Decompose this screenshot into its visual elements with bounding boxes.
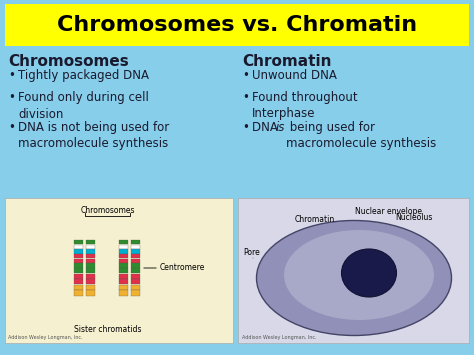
Text: Sister chromatids: Sister chromatids	[74, 325, 142, 334]
Bar	[86, 245, 95, 249]
Bar	[131, 268, 140, 273]
Bar	[86, 259, 95, 263]
FancyBboxPatch shape	[5, 198, 233, 343]
Text: Unwound DNA: Unwound DNA	[252, 69, 337, 82]
Text: DNA is not being used for
macromolecule synthesis: DNA is not being used for macromolecule …	[18, 121, 169, 151]
Text: Addison Wesley Longman, Inc.: Addison Wesley Longman, Inc.	[8, 335, 82, 340]
Ellipse shape	[284, 230, 434, 320]
Text: Chromatin: Chromatin	[242, 54, 331, 69]
Bar	[86, 279, 95, 284]
Bar	[131, 254, 140, 258]
Bar	[131, 290, 140, 296]
Bar	[119, 263, 128, 268]
Bar	[119, 240, 128, 244]
Bar	[74, 249, 83, 254]
Text: Pore: Pore	[243, 248, 260, 257]
Text: Chromosomes vs. Chromatin: Chromosomes vs. Chromatin	[57, 15, 417, 35]
Text: Chromosomes: Chromosomes	[81, 206, 135, 215]
Bar	[74, 245, 83, 249]
Bar	[131, 285, 140, 290]
Bar	[131, 249, 140, 254]
Bar	[86, 254, 95, 258]
Bar	[74, 263, 83, 268]
Bar	[74, 259, 83, 263]
Bar	[86, 268, 95, 273]
Bar	[74, 279, 83, 284]
Text: Centromere: Centromere	[160, 263, 205, 273]
Bar	[131, 240, 140, 244]
Bar	[74, 274, 83, 279]
Bar	[74, 254, 83, 258]
Text: being used for
macromolecule synthesis: being used for macromolecule synthesis	[286, 121, 436, 151]
Text: Found throughout
Interphase: Found throughout Interphase	[252, 91, 357, 120]
Bar	[119, 290, 128, 296]
Text: Nuclear envelope: Nuclear envelope	[355, 207, 422, 216]
Bar	[74, 290, 83, 296]
Bar	[74, 268, 83, 273]
Text: •: •	[242, 69, 249, 82]
Bar	[74, 240, 83, 244]
Text: •: •	[242, 121, 249, 134]
Bar	[119, 254, 128, 258]
Bar	[131, 259, 140, 263]
Bar	[119, 279, 128, 284]
Bar	[131, 279, 140, 284]
Text: •: •	[8, 91, 15, 104]
Bar	[86, 290, 95, 296]
Bar	[119, 245, 128, 249]
Text: •: •	[8, 69, 15, 82]
Bar	[86, 285, 95, 290]
Bar	[119, 274, 128, 279]
Text: Nucleolus: Nucleolus	[395, 213, 432, 222]
Text: •: •	[242, 91, 249, 104]
Bar	[74, 285, 83, 290]
Bar	[119, 249, 128, 254]
Bar	[119, 259, 128, 263]
Text: Chromatin: Chromatin	[295, 215, 335, 224]
Text: Addison Wesley Longman, Inc.: Addison Wesley Longman, Inc.	[242, 335, 317, 340]
Text: DNA: DNA	[252, 121, 282, 134]
Bar	[86, 263, 95, 268]
Bar	[119, 268, 128, 273]
Text: Found only during cell
division: Found only during cell division	[18, 91, 149, 120]
Text: Chromosomes: Chromosomes	[8, 54, 129, 69]
Bar	[131, 263, 140, 268]
Bar	[119, 285, 128, 290]
Bar	[131, 274, 140, 279]
Text: •: •	[8, 121, 15, 134]
Text: Tightly packaged DNA: Tightly packaged DNA	[18, 69, 149, 82]
FancyBboxPatch shape	[5, 4, 469, 46]
Ellipse shape	[256, 220, 452, 335]
Ellipse shape	[341, 249, 396, 297]
Bar	[131, 245, 140, 249]
Bar	[86, 249, 95, 254]
Text: is: is	[276, 121, 285, 134]
Bar	[86, 240, 95, 244]
FancyBboxPatch shape	[238, 198, 469, 343]
Bar	[86, 274, 95, 279]
